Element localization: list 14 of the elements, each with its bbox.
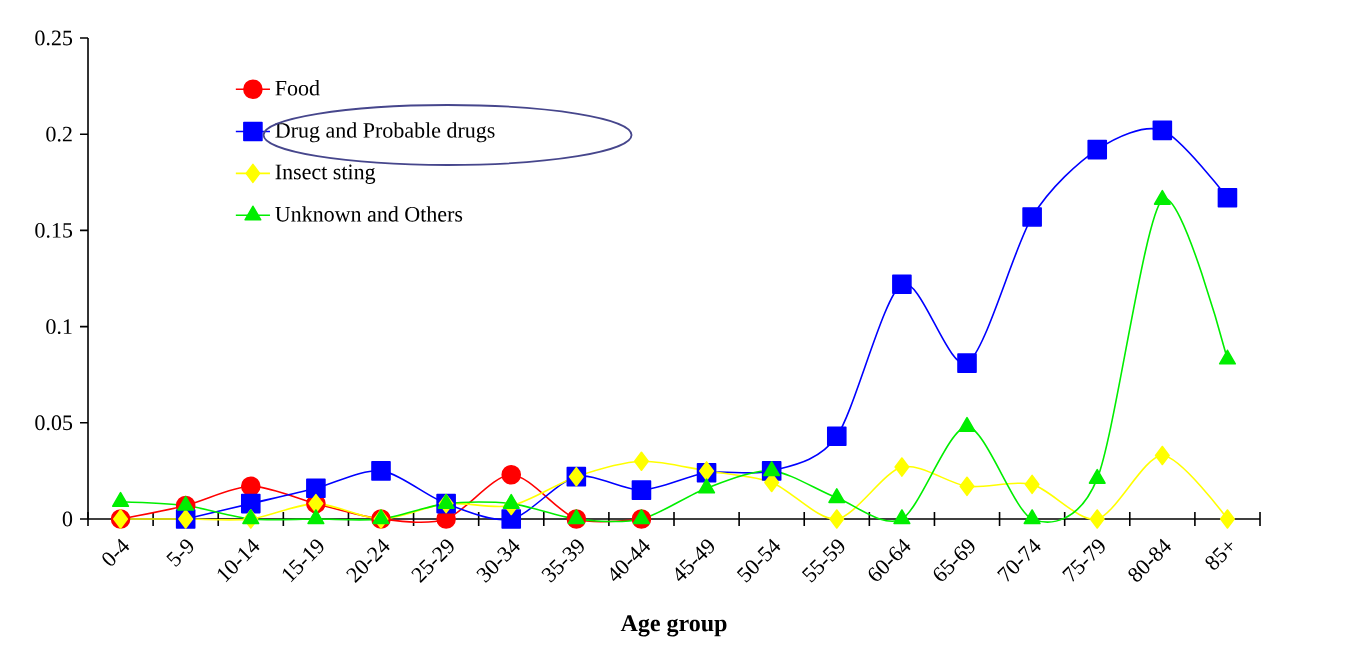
x-axis-title: Age group xyxy=(620,615,727,637)
x-tick-label: 5-9 xyxy=(166,539,194,567)
x-tick-label: 0-4 xyxy=(102,538,130,566)
y-tick-label: 0.05 xyxy=(35,415,73,431)
y-tick-label: 0.25 xyxy=(35,30,73,46)
y-tick-label: 0.15 xyxy=(35,222,73,238)
legend-label: Drug and Probable drugs xyxy=(275,122,495,143)
y-tick-label: 0.1 xyxy=(46,319,72,335)
y-tick-label: 0 xyxy=(62,511,73,527)
x-tick-label: 85+ xyxy=(1205,542,1233,570)
legend-label: Unknown and Others xyxy=(275,206,463,222)
legend-label: Food xyxy=(275,80,320,96)
y-tick-label: 0.2 xyxy=(46,126,72,142)
legend-label: Insect sting xyxy=(275,164,376,184)
